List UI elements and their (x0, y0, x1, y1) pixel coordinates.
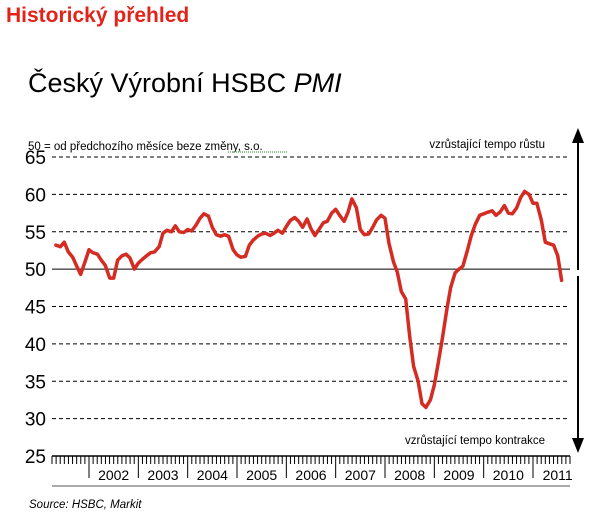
chart-note: 50 = od předchozího měsíce beze změny, s… (28, 141, 263, 153)
x-tick-label-2004: 2004 (197, 467, 228, 483)
y-tick-label: 25 (25, 447, 46, 468)
source-note: Source: HSBC, Markit (29, 499, 142, 511)
x-tick-label-2005: 2005 (246, 467, 277, 483)
page-header-title: Historický přehled (6, 4, 190, 27)
y-tick-label: 45 (25, 298, 46, 319)
y-tick-label: 55 (25, 223, 46, 244)
x-tick-label-2002: 2002 (98, 467, 129, 483)
x-tick-label-2003: 2003 (147, 467, 178, 483)
contraction-arrow-head (572, 438, 584, 453)
x-tick-label-2007: 2007 (345, 467, 376, 483)
y-tick-label: 60 (25, 185, 46, 206)
y-tick-label: 50 (25, 260, 46, 281)
annotation-lower: vzrůstající tempo kontrakce (405, 435, 545, 447)
y-tick-label: 35 (25, 372, 46, 393)
chart-title: Český Výrobní HSBC PMI (28, 68, 342, 99)
x-tick-label-2010: 2010 (493, 467, 524, 483)
y-tick-label: 65 (25, 148, 46, 169)
chart-title-main: Český Výrobní HSBC (28, 68, 294, 98)
pmi-series-line (54, 189, 564, 410)
x-tick-label-2011: 2011 (543, 467, 573, 483)
growth-arrow-head (572, 128, 584, 143)
annotation-upper: vzrůstající tempo růstu (429, 139, 545, 151)
x-tick-label-2008: 2008 (394, 467, 425, 483)
x-tick-label-2006: 2006 (295, 467, 326, 483)
chart-title-italic: PMI (293, 68, 342, 98)
x-tick-label-2009: 2009 (443, 467, 474, 483)
y-tick-label: 40 (25, 335, 46, 356)
y-tick-label: 30 (25, 410, 46, 431)
